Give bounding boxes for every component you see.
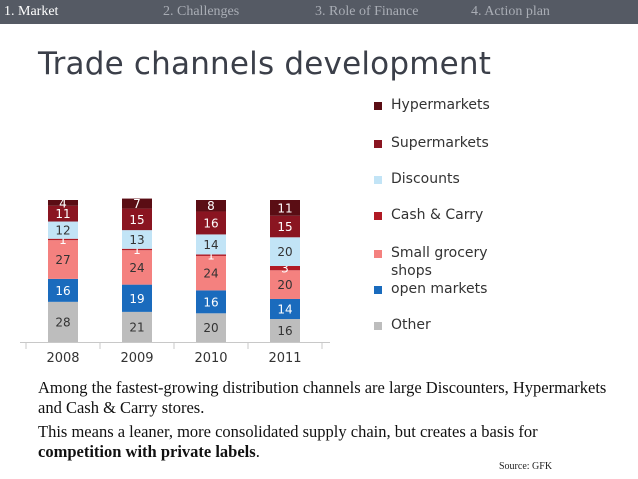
legend-label-small-grocery-shops: Small grocery shops	[391, 245, 488, 279]
data-label-open-markets-2011: 14	[277, 303, 292, 317]
bar-segment-hypermarkets-2010	[196, 200, 226, 212]
legend-item-discounts: Discounts	[374, 170, 504, 188]
paragraph-supply-chain-emphasis: competition with private labels	[38, 442, 256, 461]
legend-item-other: Other	[374, 316, 504, 334]
data-label-open-markets-2010: 16	[203, 295, 218, 309]
bar-segment-discounts-2009	[122, 230, 152, 249]
legend-label-supermarkets: Supermarkets	[391, 135, 489, 151]
legend-label-cash-carry: Cash & Carry	[391, 207, 484, 223]
legend-item-cash-carry: Cash & Carry	[374, 206, 504, 224]
data-label-cash-carry-2011: 3	[281, 262, 289, 276]
data-label-other-2008: 28	[55, 315, 70, 329]
legend-swatch-discounts	[374, 176, 382, 184]
tab-action-plan[interactable]: 4. Action plan	[471, 4, 550, 19]
data-label-hypermarkets-2008: 4	[59, 196, 67, 210]
legend-swatch-supermarkets	[374, 140, 382, 148]
bar-segment-cash-carry-2008	[48, 238, 78, 241]
paragraph-supply-chain: This means a leaner, more consolidated s…	[38, 422, 623, 462]
bar-segment-hypermarkets-2011	[270, 200, 300, 216]
data-label-other-2010: 20	[203, 321, 218, 335]
legend-item-hypermarkets: Hypermarkets	[374, 96, 504, 114]
bar-segment-small-grocery-shops-2008	[48, 240, 78, 279]
data-label-discounts-2011: 20	[277, 245, 292, 259]
top-navigation-bar: 1. Market 2. Challenges 3. Role of Finan…	[0, 0, 638, 24]
bar-segment-other-2010	[196, 313, 226, 342]
legend-swatch-hypermarkets	[374, 102, 382, 110]
bar-segment-cash-carry-2010	[196, 254, 226, 256]
x-tick-label-2009: 2009	[120, 351, 153, 366]
data-label-open-markets-2008: 16	[55, 284, 70, 298]
data-label-hypermarkets-2009: 7	[133, 197, 141, 211]
bar-segment-small-grocery-shops-2010	[196, 255, 226, 291]
slide-title: Trade channels development	[38, 46, 492, 82]
data-label-small-grocery-shops-2011: 20	[277, 278, 292, 292]
data-label-cash-carry-2009: 1	[133, 243, 141, 257]
source-note: Source: GFK	[499, 461, 553, 472]
slide-body: Among the fastest-growing distribution c…	[38, 378, 623, 466]
bar-segment-discounts-2010	[196, 234, 226, 255]
bar-segment-cash-carry-2011	[270, 265, 300, 271]
data-label-cash-carry-2010: 1	[207, 249, 215, 263]
legend-swatch-cash-carry	[374, 212, 382, 220]
bar-segment-open-markets-2009	[122, 284, 152, 312]
legend-label-hypermarkets: Hypermarkets	[391, 97, 490, 113]
bar-segment-discounts-2011	[270, 237, 300, 266]
bar-segment-supermarkets-2008	[48, 205, 78, 222]
bar-segment-small-grocery-shops-2009	[122, 250, 152, 285]
legend-label-discounts: Discounts	[391, 171, 460, 187]
x-tick-label-2011: 2011	[268, 351, 301, 366]
paragraph-channels: Among the fastest-growing distribution c…	[38, 378, 607, 417]
legend-item-small-grocery-shops: Small grocery shops	[374, 244, 504, 280]
bar-segment-open-markets-2008	[48, 278, 78, 302]
legend-swatch-small-grocery-shops	[374, 250, 382, 258]
data-label-hypermarkets-2011: 11	[277, 201, 292, 215]
bar-segment-supermarkets-2009	[122, 208, 152, 231]
data-label-discounts-2008: 12	[55, 224, 70, 238]
legend-swatch-open-markets	[374, 286, 382, 294]
data-label-discounts-2009: 13	[129, 233, 144, 247]
data-label-supermarkets-2011: 15	[277, 220, 292, 234]
data-label-small-grocery-shops-2010: 24	[203, 267, 218, 281]
tab-market[interactable]: 1. Market	[4, 4, 59, 19]
bar-segment-other-2008	[48, 301, 78, 342]
data-label-supermarkets-2008: 11	[55, 207, 70, 221]
bar-segment-discounts-2008	[48, 221, 78, 239]
bar-segment-other-2011	[270, 319, 300, 342]
bar-segment-open-markets-2010	[196, 290, 226, 314]
legend-item-supermarkets: Supermarkets	[374, 134, 504, 152]
bar-segment-open-markets-2011	[270, 298, 300, 320]
data-label-open-markets-2009: 19	[129, 292, 144, 306]
data-label-small-grocery-shops-2008: 27	[55, 253, 70, 267]
bar-segment-hypermarkets-2009	[122, 198, 152, 209]
bar-segment-hypermarkets-2008	[48, 200, 78, 206]
bar-segment-small-grocery-shops-2011	[270, 270, 300, 299]
paragraph-supply-chain-end: .	[255, 442, 260, 461]
data-label-cash-carry-2008: 1	[59, 233, 67, 247]
legend-label-other: Other	[391, 317, 431, 333]
legend-swatch-other	[374, 322, 382, 330]
stacked-bar-chart: 2816271121142008211924113157200920162411…	[20, 196, 330, 366]
data-label-supermarkets-2009: 15	[129, 213, 144, 227]
data-label-small-grocery-shops-2009: 24	[129, 261, 144, 275]
data-label-other-2011: 16	[277, 324, 292, 338]
paragraph-supply-chain-text: This means a leaner, more consolidated s…	[38, 422, 538, 441]
tab-challenges[interactable]: 2. Challenges	[163, 4, 240, 19]
legend-label-open-markets: open markets	[391, 281, 488, 297]
bar-segment-supermarkets-2011	[270, 215, 300, 238]
bar-segment-supermarkets-2010	[196, 211, 226, 235]
bar-segment-other-2009	[122, 311, 152, 342]
data-label-hypermarkets-2010: 8	[207, 199, 215, 213]
tab-role-of-finance[interactable]: 3. Role of Finance	[315, 4, 419, 19]
data-label-discounts-2010: 14	[203, 238, 218, 252]
bar-segment-cash-carry-2009	[122, 248, 152, 251]
x-tick-label-2010: 2010	[194, 351, 227, 366]
data-label-supermarkets-2010: 16	[203, 216, 218, 230]
x-tick-label-2008: 2008	[46, 351, 79, 366]
legend-item-open-markets: open markets	[374, 280, 504, 298]
data-label-other-2009: 21	[129, 320, 144, 334]
